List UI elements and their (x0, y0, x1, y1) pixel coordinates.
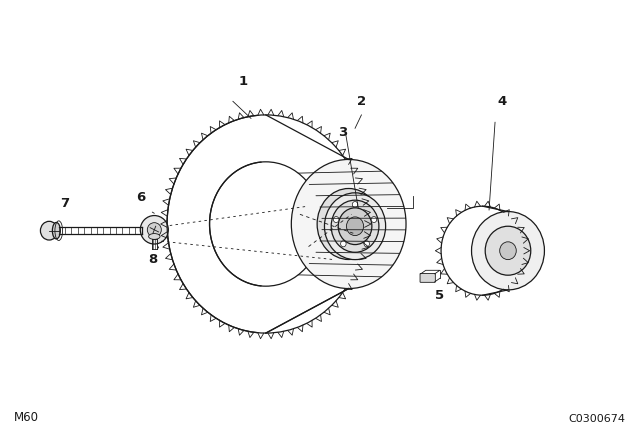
Text: 7: 7 (61, 198, 70, 211)
Text: 5: 5 (435, 289, 444, 302)
Ellipse shape (364, 241, 369, 247)
Ellipse shape (371, 216, 377, 223)
Ellipse shape (148, 233, 160, 239)
Ellipse shape (340, 241, 346, 247)
Text: C0300674: C0300674 (569, 414, 626, 424)
Ellipse shape (472, 211, 545, 290)
Text: 3: 3 (338, 126, 347, 139)
Ellipse shape (40, 221, 58, 240)
Text: 4: 4 (497, 95, 506, 108)
Text: 2: 2 (357, 95, 366, 108)
FancyBboxPatch shape (420, 273, 435, 282)
Text: 6: 6 (136, 191, 145, 204)
Ellipse shape (324, 193, 386, 260)
Ellipse shape (500, 242, 516, 260)
Text: M60: M60 (14, 411, 39, 424)
Ellipse shape (337, 211, 361, 237)
Ellipse shape (317, 189, 380, 259)
Ellipse shape (333, 216, 339, 223)
Ellipse shape (331, 200, 379, 252)
Ellipse shape (441, 206, 524, 295)
Ellipse shape (209, 162, 322, 286)
Ellipse shape (346, 217, 364, 236)
Text: 1: 1 (239, 75, 248, 88)
Text: 8: 8 (148, 253, 157, 266)
Ellipse shape (291, 159, 406, 289)
Ellipse shape (140, 215, 168, 244)
Ellipse shape (147, 223, 161, 237)
Ellipse shape (338, 208, 372, 245)
Ellipse shape (52, 223, 60, 239)
Ellipse shape (485, 226, 531, 275)
Ellipse shape (352, 202, 358, 207)
